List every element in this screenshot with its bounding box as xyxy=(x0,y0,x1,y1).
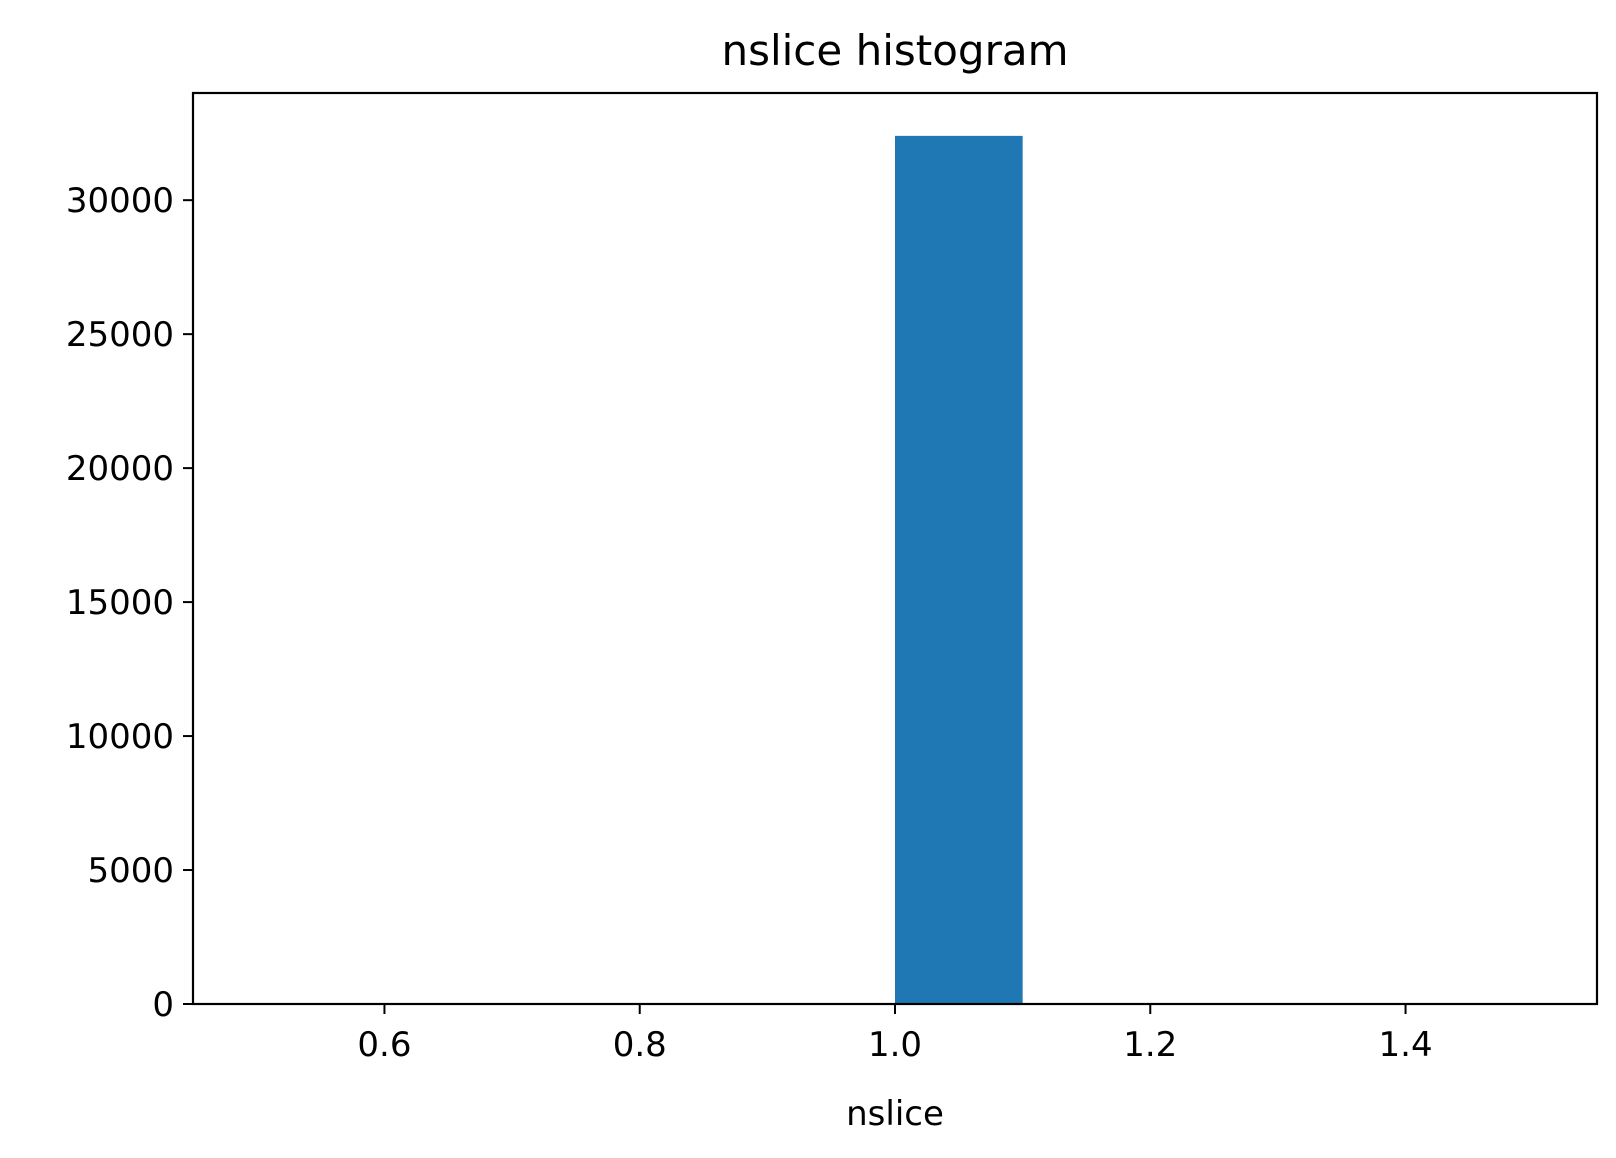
histogram-bar-5 xyxy=(895,135,1023,1004)
x-axis-label: nslice xyxy=(846,1094,944,1134)
x-tick-label: 1.0 xyxy=(868,1025,922,1065)
y-tick-label: 15000 xyxy=(66,583,174,623)
y-tick-label: 10000 xyxy=(66,717,174,757)
y-axis-ticks: 0 5000 10000 15000 20000 25000 30000 xyxy=(66,181,193,1025)
bars-group xyxy=(895,135,1023,1004)
y-tick-label: 0 xyxy=(152,985,174,1025)
x-tick-label: 0.8 xyxy=(613,1025,667,1065)
x-tick-label: 1.2 xyxy=(1123,1025,1177,1065)
y-tick-label: 25000 xyxy=(66,315,174,355)
y-tick-label: 20000 xyxy=(66,449,174,489)
y-tick-label: 5000 xyxy=(87,851,174,891)
y-tick-label: 30000 xyxy=(66,181,174,221)
chart-title: nslice histogram xyxy=(721,26,1068,75)
x-axis-ticks: 0.6 0.8 1.0 1.2 1.4 xyxy=(357,1004,1433,1065)
x-tick-label: 1.4 xyxy=(1379,1025,1433,1065)
x-tick-label: 0.6 xyxy=(357,1025,411,1065)
